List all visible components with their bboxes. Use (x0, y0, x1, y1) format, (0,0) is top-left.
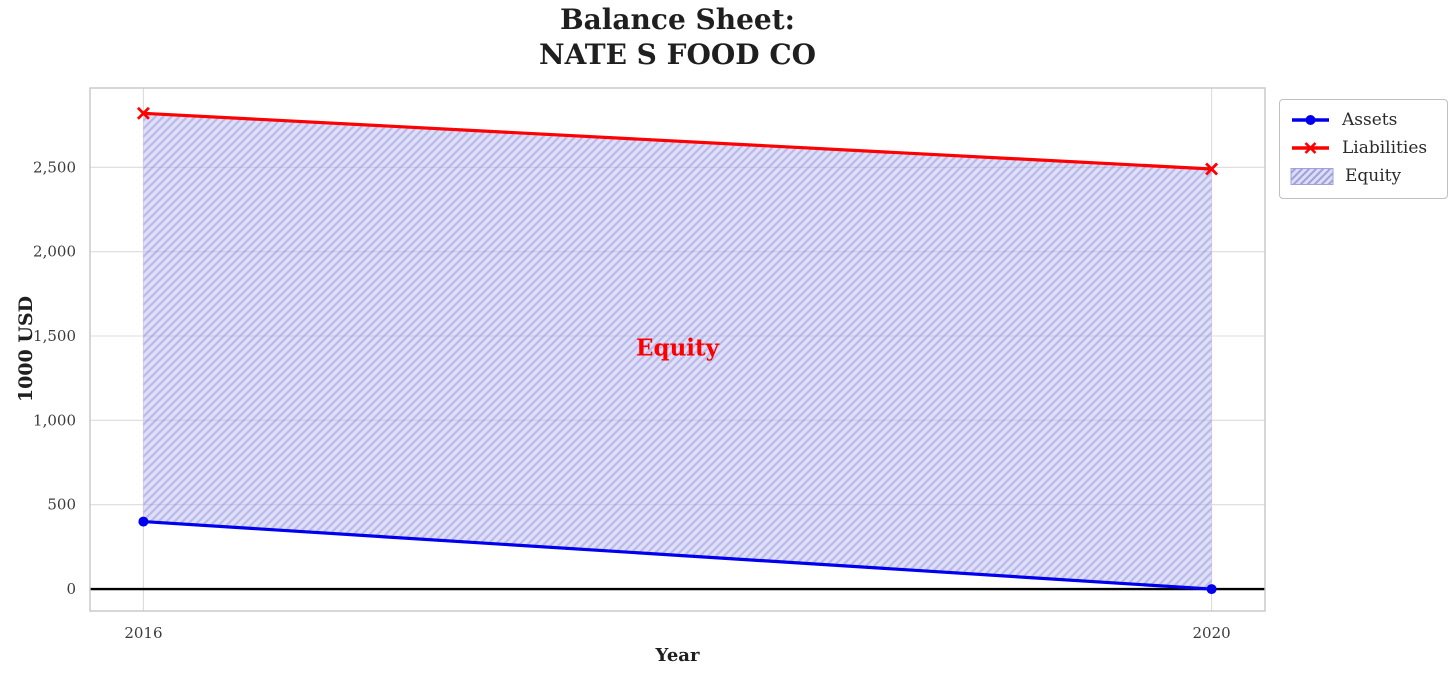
legend-item-liabilities: Liabilities (1290, 134, 1437, 162)
y-axis-label: 1000 USD (15, 295, 37, 403)
plot-border (89, 87, 1266, 612)
liabilities-marker (136, 106, 150, 120)
assets-marker (1206, 584, 1217, 595)
x-axis-label: Year (655, 645, 700, 666)
y-tick-label: 2,500 (33, 158, 76, 176)
y-tick-label: 1,500 (33, 327, 76, 345)
legend-label-assets: Assets (1342, 110, 1398, 130)
liabilities-marker (1205, 162, 1219, 176)
equity-fill-hatch (143, 113, 1212, 590)
chart-title-line1: Balance Sheet: (559, 3, 796, 36)
chart-title: Balance Sheet: NATE S FOOD CO (90, 2, 1265, 72)
y-tick-label: 500 (47, 496, 76, 514)
chart-title-line2: NATE S FOOD CO (538, 38, 817, 71)
legend-label-equity: Equity (1345, 166, 1402, 186)
equity-patch-icon (1290, 167, 1334, 185)
legend-label-liabilities: Liabilities (1342, 138, 1428, 158)
equity-annotation: Equity (635, 334, 720, 362)
legend-item-assets: Assets (1290, 106, 1437, 134)
assets-line-icon (1292, 115, 1329, 125)
y-tick-label: 2,000 (33, 243, 76, 261)
y-tick-label: 0 (66, 580, 76, 598)
assets-marker (138, 516, 149, 527)
x-tick-label: 2020 (1192, 624, 1230, 642)
legend-item-equity: Equity (1290, 162, 1437, 190)
legend: Assets Liabilities Equity (1279, 99, 1448, 199)
assets-line (143, 519, 1212, 591)
liabilities-line-icon (1292, 142, 1329, 154)
x-tick-label: 2016 (124, 624, 162, 642)
y-tick-label: 1,000 (33, 411, 76, 429)
liabilities-line (143, 111, 1212, 171)
